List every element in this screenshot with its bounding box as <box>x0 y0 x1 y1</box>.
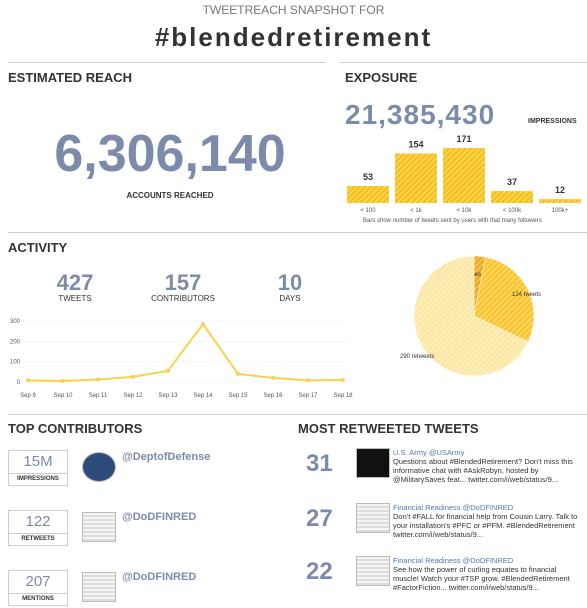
value-label: 53 <box>363 172 373 182</box>
x-tick-label: Sep 9 <box>20 393 36 399</box>
point <box>271 376 275 380</box>
x-tick-label: Sep 18 <box>333 393 353 399</box>
y-tick-label: 200 <box>10 339 21 345</box>
point <box>61 379 65 383</box>
value-label: 154 <box>408 139 423 149</box>
bar-hatch <box>491 191 533 203</box>
x-tick-label: Sep 16 <box>263 393 283 399</box>
x-tick-label: Sep 11 <box>89 393 108 399</box>
point <box>306 378 310 382</box>
y-tick-label: 0 <box>17 380 21 386</box>
slice-label: 124 tweets <box>512 292 541 298</box>
y-tick-label: 100 <box>10 360 21 366</box>
x-tick-label: Sep 14 <box>193 393 213 399</box>
point <box>26 378 30 382</box>
x-tick-label: Sep 17 <box>298 393 318 399</box>
slice-label: 290 retweets <box>400 354 434 360</box>
point <box>341 378 345 382</box>
snapshot: TWEETREACH SNAPSHOT FOR #blendedretireme… <box>0 0 587 608</box>
x-tick-label: Sep 13 <box>158 393 178 399</box>
point <box>166 369 170 373</box>
value-label: 12 <box>555 185 565 195</box>
y-tick-label: 300 <box>10 319 21 325</box>
bar-hatch <box>395 153 437 203</box>
category-label: < 10k <box>457 208 473 214</box>
charts: 53 < 100 154 < 1k 171 < 10k 37 < 100k 12 100k+ Bar… <box>0 0 587 608</box>
point <box>236 372 240 376</box>
category-label: < 100 <box>360 208 376 214</box>
category-label: < 100k <box>503 208 522 214</box>
x-tick-label: Sep 15 <box>228 393 248 399</box>
point <box>96 378 100 382</box>
x-tick-label: Sep 12 <box>123 393 143 399</box>
bar-hatch <box>347 186 389 203</box>
bar-hatch <box>539 199 581 203</box>
category-label: < 1k <box>410 208 423 214</box>
point <box>131 375 135 379</box>
caption: Bars show number of tweets sent by users… <box>363 218 542 224</box>
bar-hatch <box>443 148 485 203</box>
page: {"header": {"subtitle": "TWEETREACH SNAP… <box>0 0 587 608</box>
category-label: 100k+ <box>552 208 569 214</box>
x-tick-label: Sep 10 <box>53 393 73 399</box>
value-label: 171 <box>456 134 471 144</box>
value-label: 37 <box>507 177 517 187</box>
line <box>28 324 343 381</box>
point <box>201 322 205 326</box>
